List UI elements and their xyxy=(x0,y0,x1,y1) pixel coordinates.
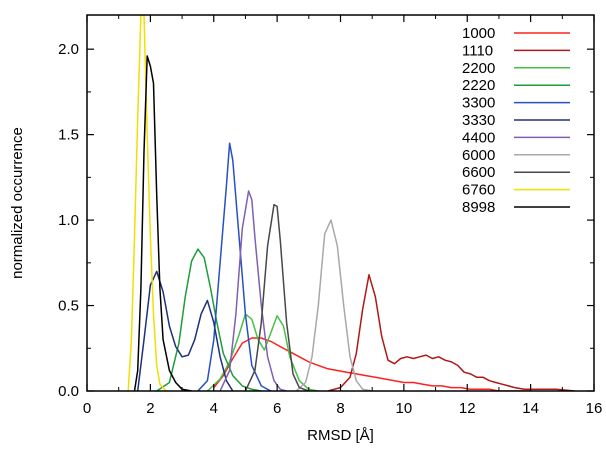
legend-label-6760: 6760 xyxy=(462,182,495,199)
y-tick-label: 0.0 xyxy=(58,383,79,400)
series-line-3300 xyxy=(197,142,272,391)
series-line-2220 xyxy=(156,248,262,391)
legend-label-2200: 2200 xyxy=(462,60,495,77)
legend-label-8998: 8998 xyxy=(462,199,495,216)
y-tick-label: 2.0 xyxy=(58,41,79,58)
series-line-1110 xyxy=(327,274,576,391)
x-tick-label: 14 xyxy=(522,400,539,417)
x-tick-label: 12 xyxy=(459,400,476,417)
legend-label-2220: 2220 xyxy=(462,77,495,94)
series-line-4400 xyxy=(219,190,287,391)
legend: 1000111022002220330033304400600066006760… xyxy=(462,25,570,216)
x-tick-label: 4 xyxy=(210,400,218,417)
series-line-8998 xyxy=(133,55,192,391)
legend-label-1000: 1000 xyxy=(462,25,495,42)
series-line-2200 xyxy=(206,313,319,391)
legend-label-1110: 1110 xyxy=(462,42,493,59)
legend-label-6600: 6600 xyxy=(462,164,495,181)
legend-label-6000: 6000 xyxy=(462,147,495,164)
y-tick-label: 1.5 xyxy=(58,127,79,144)
series-line-3330 xyxy=(136,270,234,391)
y-tick-label: 1.0 xyxy=(58,212,79,229)
series-line-6600 xyxy=(244,203,310,391)
series-line-6000 xyxy=(295,219,373,391)
x-tick-label: 16 xyxy=(586,400,603,417)
x-tick-label: 2 xyxy=(146,400,154,417)
y-axis-label: normalized occurrence xyxy=(9,127,26,279)
legend-label-3300: 3300 xyxy=(462,95,495,112)
x-tick-label: 10 xyxy=(396,400,413,417)
legend-label-3330: 3330 xyxy=(462,112,495,129)
x-tick-label: 6 xyxy=(273,400,281,417)
x-tick-label: 0 xyxy=(83,400,91,417)
series-line-6760 xyxy=(127,15,167,391)
y-tick-label: 0.5 xyxy=(58,298,79,315)
legend-label-4400: 4400 xyxy=(462,129,495,146)
x-tick-label: 8 xyxy=(336,400,344,417)
x-axis-label: RMSD [Å] xyxy=(307,427,374,444)
